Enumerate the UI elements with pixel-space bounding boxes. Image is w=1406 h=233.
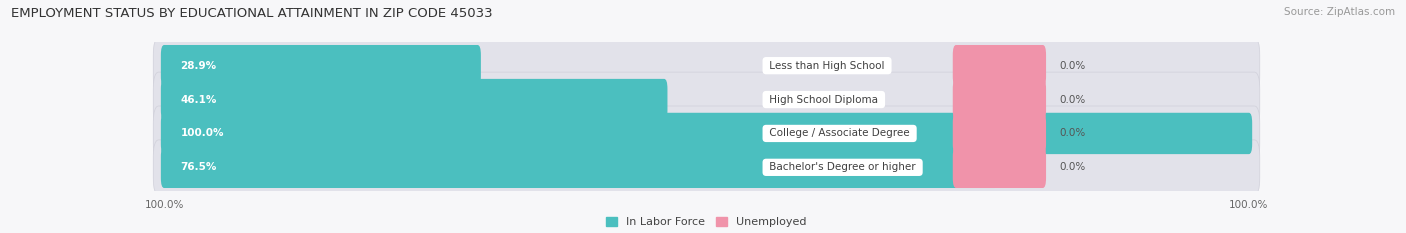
Text: 100.0%: 100.0% <box>180 128 224 138</box>
FancyBboxPatch shape <box>160 113 1253 154</box>
FancyBboxPatch shape <box>953 147 1046 188</box>
FancyBboxPatch shape <box>953 45 1046 86</box>
Legend: In Labor Force, Unemployed: In Labor Force, Unemployed <box>606 217 807 227</box>
FancyBboxPatch shape <box>953 79 1046 120</box>
Text: High School Diploma: High School Diploma <box>766 95 882 105</box>
Text: 46.1%: 46.1% <box>180 95 217 105</box>
Text: 28.9%: 28.9% <box>180 61 217 71</box>
Text: 76.5%: 76.5% <box>180 162 217 172</box>
FancyBboxPatch shape <box>160 45 481 86</box>
Text: 0.0%: 0.0% <box>1059 61 1085 71</box>
Text: 0.0%: 0.0% <box>1059 95 1085 105</box>
FancyBboxPatch shape <box>160 147 997 188</box>
FancyBboxPatch shape <box>153 106 1260 161</box>
FancyBboxPatch shape <box>160 79 668 120</box>
Text: College / Associate Degree: College / Associate Degree <box>766 128 912 138</box>
Text: Source: ZipAtlas.com: Source: ZipAtlas.com <box>1284 7 1395 17</box>
Text: 0.0%: 0.0% <box>1059 162 1085 172</box>
Text: Bachelor's Degree or higher: Bachelor's Degree or higher <box>766 162 920 172</box>
Text: 100.0%: 100.0% <box>145 199 184 209</box>
FancyBboxPatch shape <box>153 140 1260 195</box>
Text: 100.0%: 100.0% <box>1229 199 1268 209</box>
Text: Less than High School: Less than High School <box>766 61 889 71</box>
FancyBboxPatch shape <box>953 113 1046 154</box>
Text: 0.0%: 0.0% <box>1059 128 1085 138</box>
Text: EMPLOYMENT STATUS BY EDUCATIONAL ATTAINMENT IN ZIP CODE 45033: EMPLOYMENT STATUS BY EDUCATIONAL ATTAINM… <box>11 7 494 20</box>
FancyBboxPatch shape <box>153 38 1260 93</box>
FancyBboxPatch shape <box>153 72 1260 127</box>
